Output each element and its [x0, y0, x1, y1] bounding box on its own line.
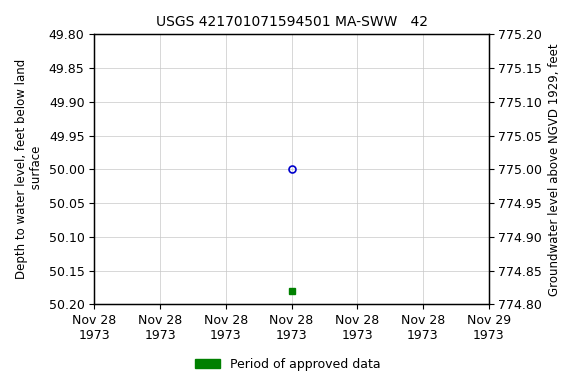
Y-axis label: Depth to water level, feet below land
 surface: Depth to water level, feet below land su…	[15, 59, 43, 280]
Legend: Period of approved data: Period of approved data	[190, 353, 386, 376]
Y-axis label: Groundwater level above NGVD 1929, feet: Groundwater level above NGVD 1929, feet	[548, 43, 561, 296]
Title: USGS 421701071594501 MA-SWW   42: USGS 421701071594501 MA-SWW 42	[156, 15, 427, 29]
